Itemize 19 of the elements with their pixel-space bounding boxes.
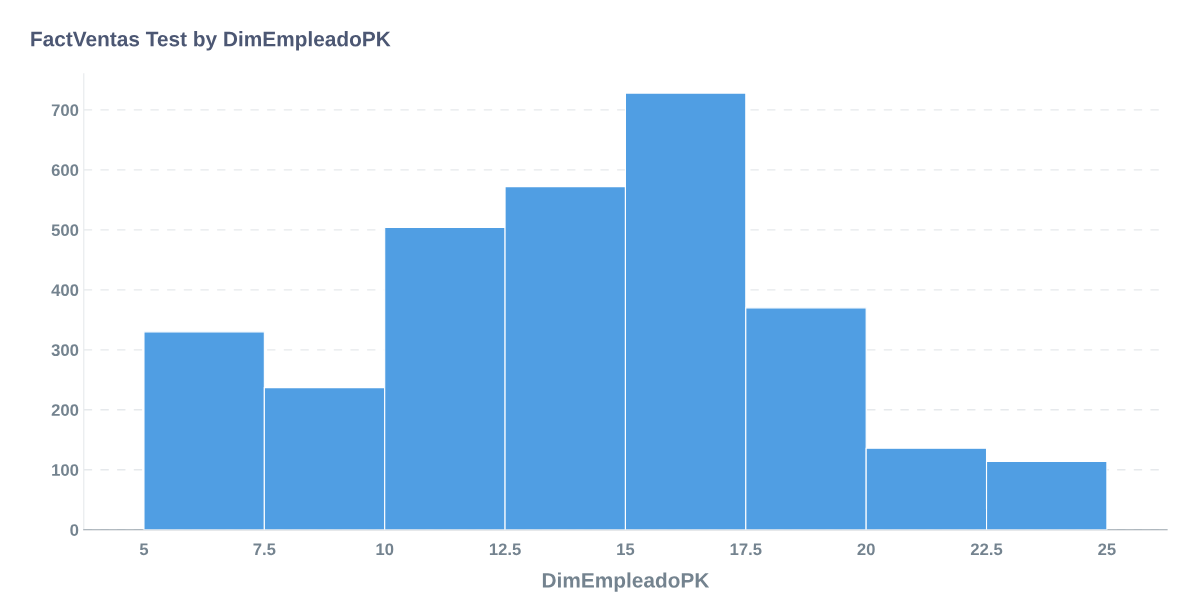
x-tick-label: 17.5 [730,543,762,556]
x-tick-label: 12.5 [489,543,521,556]
y-tick-label: 700 [51,104,79,117]
x-tick-label: 7.5 [253,543,276,556]
y-tick-label: 100 [52,464,79,476]
x-tick-label: 25 [1098,543,1116,556]
x-axis-title: DimEmpleadoPK [542,572,710,592]
x-tick-label: 10 [376,543,394,556]
x-tick-label: 5 [139,543,149,556]
y-tick-label: 600 [51,164,79,177]
y-tick-label: 0 [70,524,79,536]
x-tick-label: 22.5 [970,543,1003,556]
y-tick-label: 400 [51,284,79,297]
y-tick-label: 300 [51,344,79,357]
chart-title: FactVentas Test by DimEmpleadoPK [31,31,391,51]
y-tick-label: 200 [51,404,79,417]
x-tick-label: 20 [857,543,875,556]
x-tick-label: 15 [617,543,635,556]
y-tick-label: 500 [51,224,79,237]
